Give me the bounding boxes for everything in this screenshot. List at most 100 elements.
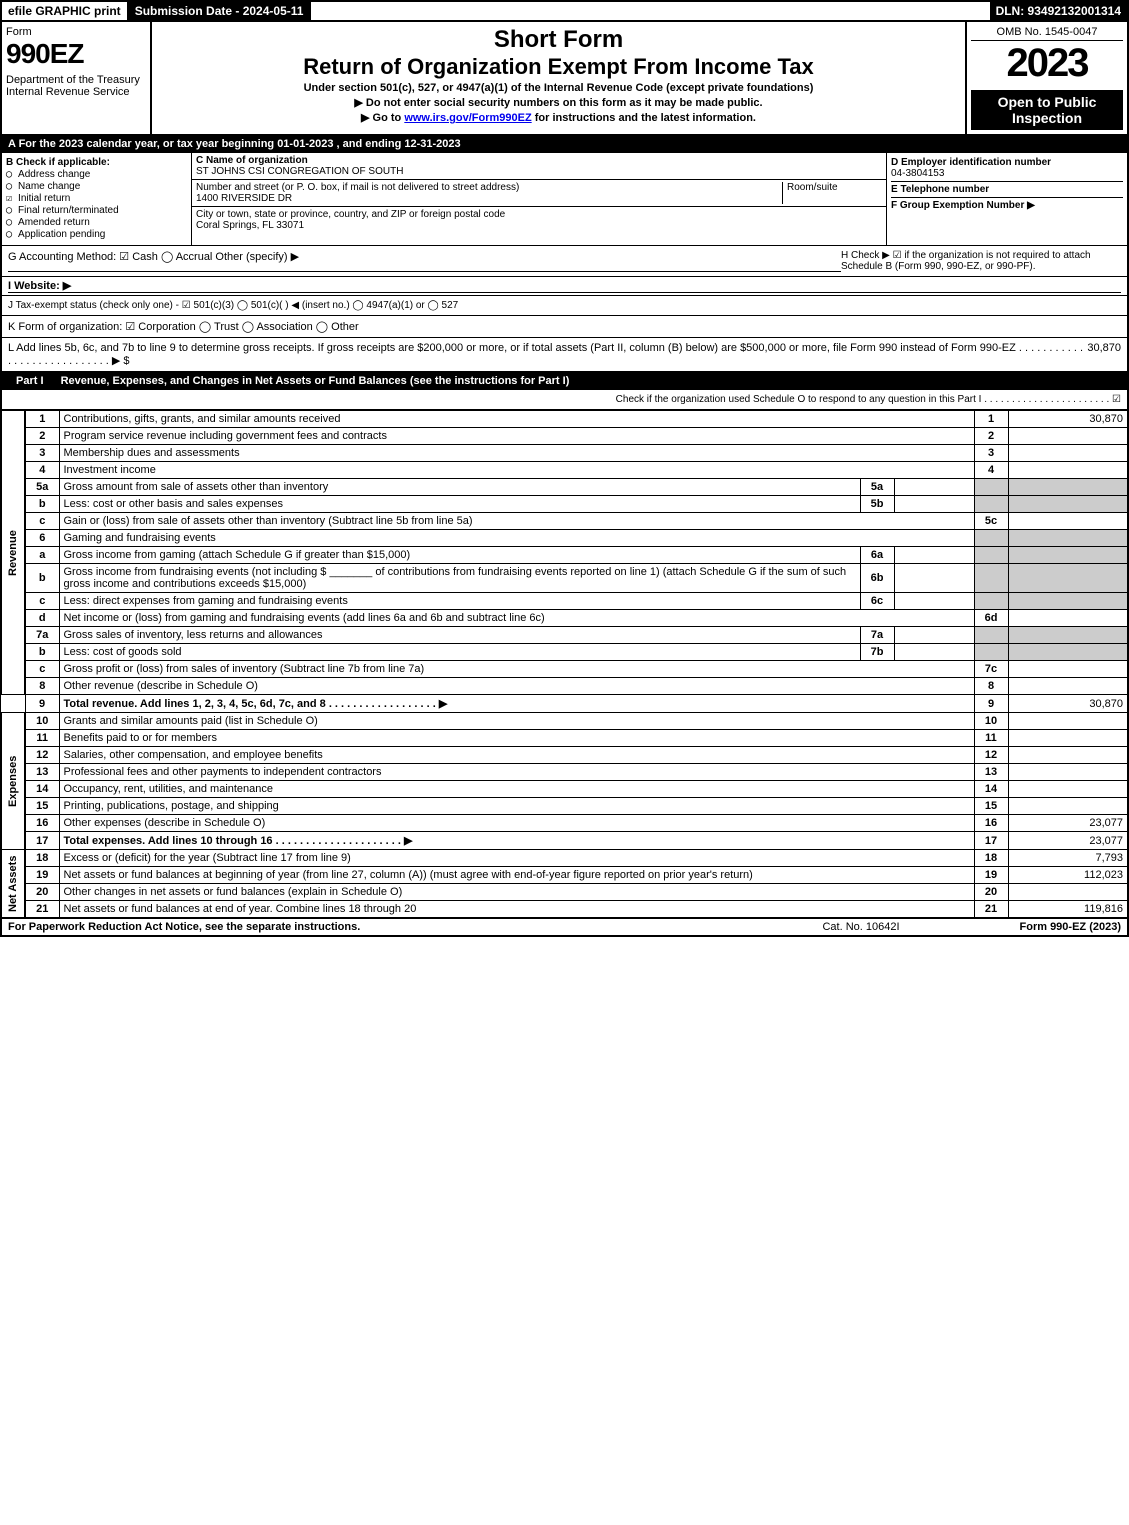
chk-application-pending[interactable]: ◯ Application pending xyxy=(6,229,187,240)
line-21-r: 21 xyxy=(974,901,1008,918)
part-1-header: Part I Revenue, Expenses, and Changes in… xyxy=(0,372,1129,390)
part-1-tag: Part I xyxy=(8,374,52,388)
group-exemption-label: F Group Exemption Number ▶ xyxy=(891,200,1123,211)
tax-year: 2023 xyxy=(971,41,1123,86)
line-6b-sub: 6b xyxy=(860,564,894,593)
line-4-num: 4 xyxy=(25,462,59,479)
line-7a-sub: 7a xyxy=(860,627,894,644)
section-c: C Name of organization ST JOHNS CSI CONG… xyxy=(192,153,887,245)
row-g-h: G Accounting Method: ☑ Cash ◯ Accrual Ot… xyxy=(0,246,1129,277)
line-19-desc: Net assets or fund balances at beginning… xyxy=(59,867,974,884)
line-6c-num: c xyxy=(25,593,59,610)
line-18-num: 18 xyxy=(25,850,59,867)
line-6-shaded-val xyxy=(1008,530,1128,547)
line-7a-subval xyxy=(894,627,974,644)
line-6a-sub: 6a xyxy=(860,547,894,564)
line-7a-shaded xyxy=(974,627,1008,644)
line-7a-num: 7a xyxy=(25,627,59,644)
line-5c-desc: Gain or (loss) from sale of assets other… xyxy=(59,513,974,530)
line-5b-sub: 5b xyxy=(860,496,894,513)
line-4-desc: Investment income xyxy=(59,462,974,479)
line-6c-shaded-val xyxy=(1008,593,1128,610)
line-1-val: 30,870 xyxy=(1008,411,1128,428)
chk-address-change[interactable]: ◯ Address change xyxy=(6,169,187,180)
row-l-value: 30,870 xyxy=(1087,342,1121,367)
line-10-val xyxy=(1008,713,1128,730)
open-to-public: Open to Public Inspection xyxy=(971,90,1123,130)
part-1-title: Revenue, Expenses, and Changes in Net As… xyxy=(61,375,570,387)
chk-initial-return[interactable]: ☑ Initial return xyxy=(6,193,187,204)
line-18-desc: Excess or (deficit) for the year (Subtra… xyxy=(59,850,974,867)
accounting-method: G Accounting Method: ☑ Cash ◯ Accrual Ot… xyxy=(8,250,841,272)
line-1-r: 1 xyxy=(974,411,1008,428)
line-8-num: 8 xyxy=(25,678,59,695)
sub3-post: for instructions and the latest informat… xyxy=(532,112,756,124)
line-5c-r: 5c xyxy=(974,513,1008,530)
line-15-desc: Printing, publications, postage, and shi… xyxy=(59,798,974,815)
org-name-label: C Name of organization xyxy=(196,155,882,166)
short-form-title: Short Form xyxy=(156,26,961,54)
line-7a-desc: Gross sales of inventory, less returns a… xyxy=(59,627,860,644)
chk-final-return[interactable]: ◯ Final return/terminated xyxy=(6,205,187,216)
row-l: L Add lines 5b, 6c, and 7b to line 9 to … xyxy=(0,338,1129,372)
line-3-r: 3 xyxy=(974,445,1008,462)
line-5a-subval xyxy=(894,479,974,496)
schedule-b-check: H Check ▶ ☑ if the organization is not r… xyxy=(841,250,1121,272)
line-15-num: 15 xyxy=(25,798,59,815)
line-14-val xyxy=(1008,781,1128,798)
line-1-desc: Contributions, gifts, grants, and simila… xyxy=(59,411,974,428)
line-14-r: 14 xyxy=(974,781,1008,798)
dln-label: DLN: 93492132001314 xyxy=(990,2,1127,20)
subtitle-1: Under section 501(c), 527, or 4947(a)(1)… xyxy=(156,82,961,94)
form-number: 990EZ xyxy=(6,38,146,70)
address-block: Number and street (or P. O. box, if mail… xyxy=(192,180,886,207)
department-label: Department of the Treasury Internal Reve… xyxy=(6,74,146,98)
line-8-desc: Other revenue (describe in Schedule O) xyxy=(59,678,974,695)
website-label: I Website: ▶ xyxy=(8,279,1121,293)
line-1-num: 1 xyxy=(25,411,59,428)
irs-link[interactable]: www.irs.gov/Form990EZ xyxy=(404,112,531,124)
line-21-desc: Net assets or fund balances at end of ye… xyxy=(59,901,974,918)
line-2-num: 2 xyxy=(25,428,59,445)
line-5a-shaded xyxy=(974,479,1008,496)
line-5b-desc: Less: cost or other basis and sales expe… xyxy=(59,496,860,513)
line-6b-num: b xyxy=(25,564,59,593)
line-12-r: 12 xyxy=(974,747,1008,764)
city-value: Coral Springs, FL 33071 xyxy=(196,220,882,231)
row-j: J Tax-exempt status (check only one) - ☑… xyxy=(0,296,1129,316)
line-5b-shaded-val xyxy=(1008,496,1128,513)
line-6-desc: Gaming and fundraising events xyxy=(59,530,974,547)
line-7a-shaded-val xyxy=(1008,627,1128,644)
line-6b-shaded-val xyxy=(1008,564,1128,593)
main-title: Return of Organization Exempt From Incom… xyxy=(156,54,961,80)
line-9-num: 9 xyxy=(25,695,59,713)
line-6c-subval xyxy=(894,593,974,610)
line-19-val: 112,023 xyxy=(1008,867,1128,884)
line-16-r: 16 xyxy=(974,815,1008,832)
line-5c-num: c xyxy=(25,513,59,530)
footer-right: Form 990-EZ (2023) xyxy=(961,921,1121,933)
line-17-r: 17 xyxy=(974,832,1008,850)
section-b-header: B Check if applicable: xyxy=(6,157,187,168)
line-10-r: 10 xyxy=(974,713,1008,730)
efile-label[interactable]: efile GRAPHIC print xyxy=(2,2,129,20)
section-b: B Check if applicable: ◯ Address change … xyxy=(2,153,192,245)
line-6-shaded xyxy=(974,530,1008,547)
line-6a-subval xyxy=(894,547,974,564)
line-12-desc: Salaries, other compensation, and employ… xyxy=(59,747,974,764)
line-6-num: 6 xyxy=(25,530,59,547)
chk-amended-return[interactable]: ◯ Amended return xyxy=(6,217,187,228)
line-10-num: 10 xyxy=(25,713,59,730)
line-4-r: 4 xyxy=(974,462,1008,479)
line-5b-num: b xyxy=(25,496,59,513)
line-20-r: 20 xyxy=(974,884,1008,901)
footer-center: Cat. No. 10642I xyxy=(761,921,961,933)
line-5b-subval xyxy=(894,496,974,513)
line-9-val: 30,870 xyxy=(1008,695,1128,713)
org-name: ST JOHNS CSI CONGREGATION OF SOUTH xyxy=(196,166,882,177)
row-i: I Website: ▶ xyxy=(0,277,1129,296)
chk-name-change[interactable]: ◯ Name change xyxy=(6,181,187,192)
line-2-desc: Program service revenue including govern… xyxy=(59,428,974,445)
line-7c-r: 7c xyxy=(974,661,1008,678)
line-12-val xyxy=(1008,747,1128,764)
